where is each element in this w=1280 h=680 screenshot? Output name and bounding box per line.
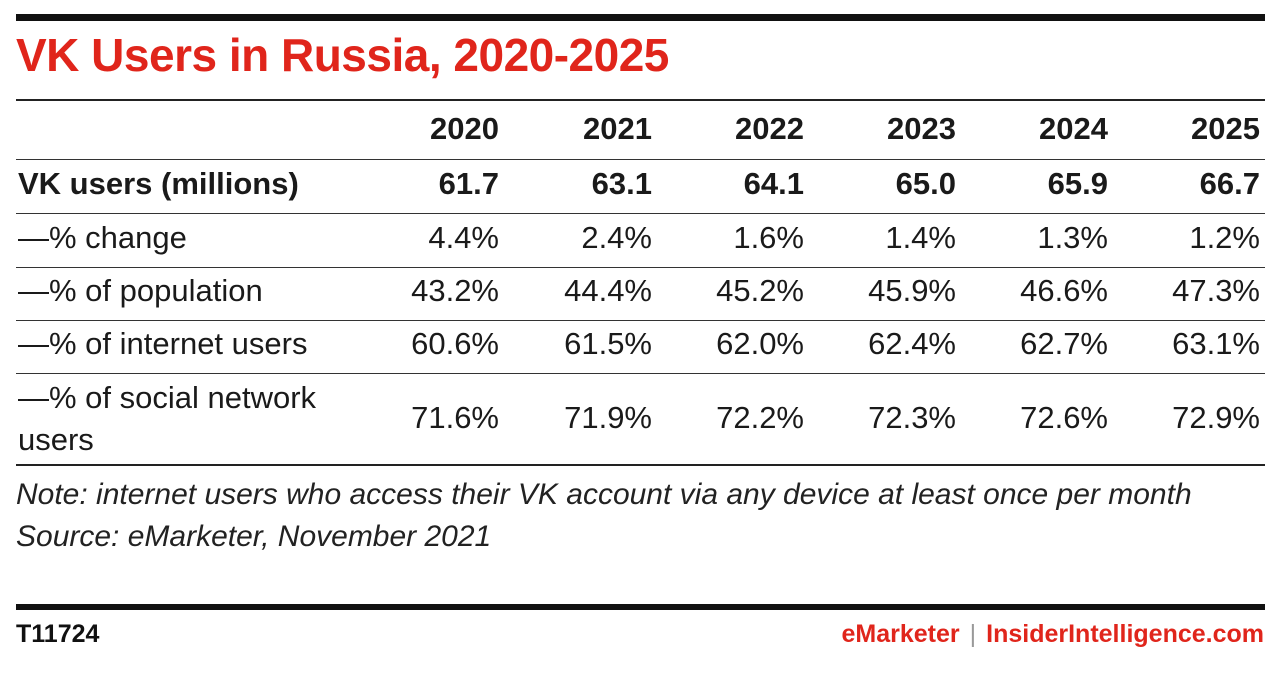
table-cell: 65.9 bbox=[1047, 166, 1108, 201]
row-divider bbox=[16, 267, 1265, 268]
table-cell: 71.6% bbox=[411, 400, 499, 435]
row-label: —% of social network users bbox=[18, 380, 317, 457]
table-cell: 72.6% bbox=[1020, 400, 1108, 435]
table-cell: 62.7% bbox=[1020, 326, 1108, 361]
chart-title: VK Users in Russia, 2020-2025 bbox=[16, 29, 669, 81]
column-header-2023: 2023 bbox=[887, 111, 956, 146]
table-cell: 64.1 bbox=[743, 166, 804, 201]
row-label: VK users (millions) bbox=[18, 166, 299, 201]
table-cell: 63.1% bbox=[1172, 326, 1260, 361]
brand-emarketer: eMarketer bbox=[841, 620, 960, 648]
table-cell: 4.4% bbox=[428, 220, 499, 255]
table-bottom-rule bbox=[16, 464, 1265, 466]
table-cell: 1.6% bbox=[733, 220, 804, 255]
table-cell: 45.2% bbox=[716, 273, 804, 308]
column-header-2024: 2024 bbox=[1039, 111, 1108, 146]
table-cell: 62.4% bbox=[868, 326, 956, 361]
table-cell: 1.2% bbox=[1189, 220, 1260, 255]
table-cell: 61.7 bbox=[438, 166, 499, 201]
table-cell: 62.0% bbox=[716, 326, 804, 361]
bottom-rule bbox=[16, 604, 1265, 610]
table-cell: 63.1 bbox=[591, 166, 652, 201]
table-cell: 61.5% bbox=[564, 326, 652, 361]
source-text: Source: eMarketer, November 2021 bbox=[16, 520, 492, 553]
table-cell: 66.7 bbox=[1199, 166, 1260, 201]
brand-separator: | bbox=[969, 620, 977, 648]
table-cell: 1.3% bbox=[1037, 220, 1108, 255]
table-cell: 1.4% bbox=[885, 220, 956, 255]
row-label: —% of population bbox=[18, 273, 263, 308]
table-cell: 2.4% bbox=[581, 220, 652, 255]
header-rule bbox=[16, 159, 1265, 160]
row-label: —% change bbox=[18, 220, 187, 255]
table-cell: 72.9% bbox=[1172, 400, 1260, 435]
table-cell: 60.6% bbox=[411, 326, 499, 361]
column-header-2022: 2022 bbox=[735, 111, 804, 146]
column-header-2020: 2020 bbox=[430, 111, 499, 146]
brand-insider-link[interactable]: InsiderIntelligence.com bbox=[986, 620, 1264, 648]
brand-credit: eMarketer | InsiderIntelligence.com bbox=[842, 620, 1265, 649]
table-cell: 72.3% bbox=[868, 400, 956, 435]
column-header-2025: 2025 bbox=[1191, 111, 1260, 146]
row-divider bbox=[16, 373, 1265, 374]
table-cell: 71.9% bbox=[564, 400, 652, 435]
note-text: Note: internet users who access their VK… bbox=[16, 478, 1192, 511]
table-cell: 43.2% bbox=[411, 273, 499, 308]
row-divider bbox=[16, 213, 1265, 214]
table-cell: 47.3% bbox=[1172, 273, 1260, 308]
table-cell: 44.4% bbox=[564, 273, 652, 308]
column-header-2021: 2021 bbox=[583, 111, 652, 146]
title-rule bbox=[16, 99, 1265, 101]
table-cell: 65.0 bbox=[895, 166, 956, 201]
row-label: —% of internet users bbox=[18, 326, 308, 361]
top-rule bbox=[16, 14, 1265, 21]
row-divider bbox=[16, 320, 1265, 321]
footnote: Note: internet users who access their VK… bbox=[16, 474, 1266, 558]
table-cell: 72.2% bbox=[716, 400, 804, 435]
chart-id: T11724 bbox=[16, 620, 100, 648]
table-cell: 45.9% bbox=[868, 273, 956, 308]
table-cell: 46.6% bbox=[1020, 273, 1108, 308]
